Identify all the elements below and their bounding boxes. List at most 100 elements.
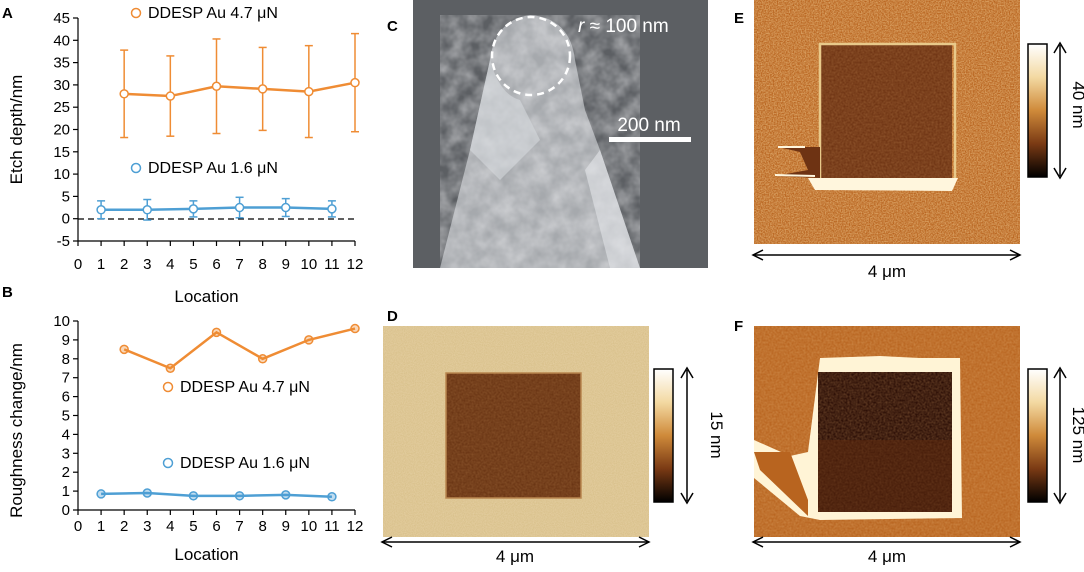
y-tick-label: -5	[57, 233, 70, 250]
colorbar-e	[1027, 43, 1048, 178]
data-point	[165, 363, 176, 373]
data-point	[257, 354, 268, 364]
width-label-f: 4 μm	[868, 547, 906, 566]
x-tick-label: 6	[212, 256, 220, 273]
x-tick-label: 1	[97, 256, 105, 273]
x-tick-label: 9	[282, 256, 290, 273]
legend-marker	[162, 381, 174, 393]
data-point	[119, 344, 129, 355]
y-tick-label: 0	[62, 502, 70, 519]
x-tick-label: 11	[324, 518, 340, 535]
x-tick-label: 7	[235, 518, 243, 535]
tip-radius-label: r ≈ 100 nm	[578, 16, 669, 37]
tip-radius-circle	[490, 15, 572, 97]
y-axis-title: Roughness change/nm	[7, 343, 26, 518]
data-point	[327, 204, 337, 214]
y-tick-label: 20	[53, 122, 70, 139]
x-tick-label: 3	[143, 518, 151, 535]
x-tick-label: 12	[347, 518, 364, 535]
data-point	[304, 335, 314, 345]
y-tick-label: 10	[53, 313, 70, 330]
series-line	[101, 491, 332, 499]
x-tick-label: 2	[120, 256, 128, 273]
y-axis-title: Etch depth/nm	[7, 75, 26, 185]
x-tick-label: 0	[74, 256, 82, 273]
sem-scalebar-label: 200 nm	[617, 115, 680, 136]
colorbar-f	[1027, 368, 1048, 503]
x-tick-label: 5	[189, 256, 197, 273]
panel-label-e: E	[734, 10, 744, 27]
legend-marker	[162, 457, 174, 469]
x-axis-title: Location	[174, 287, 238, 306]
colorbar-d-label: 15 nm	[707, 411, 726, 458]
x-tick-label: 4	[166, 256, 174, 273]
data-point	[96, 489, 106, 499]
y-tick-label: 5	[62, 408, 70, 425]
x-tick-label: 7	[235, 256, 243, 273]
x-tick-label: 4	[166, 518, 174, 535]
data-point	[142, 205, 152, 215]
sem-scalebar	[609, 137, 691, 142]
data-point	[281, 490, 291, 500]
x-tick-label: 8	[258, 256, 266, 273]
panel-label-c: C	[387, 18, 398, 35]
x-tick-label: 9	[282, 518, 290, 535]
panel-label-f: F	[734, 318, 743, 335]
y-tick-label: 25	[53, 99, 70, 116]
data-point	[188, 204, 199, 214]
x-tick-label: 5	[189, 518, 197, 535]
y-tick-label: 5	[62, 188, 70, 205]
width-label-d: 4 μm	[496, 547, 534, 566]
x-tick-label: 10	[300, 256, 317, 273]
y-tick-label: 4	[62, 426, 70, 443]
legend-label: DDESP Au 4.7 μN	[180, 379, 310, 396]
y-tick-label: 9	[62, 332, 70, 349]
data-point	[257, 84, 268, 94]
series-line	[101, 206, 332, 212]
y-tick-label: 45	[53, 10, 70, 27]
x-tick-label: 8	[258, 518, 266, 535]
afm-image-f: 125 nm 4 μm	[751, 326, 1084, 566]
afm-image-e: 40 nm 4 μm	[751, 0, 1084, 281]
series-line	[124, 81, 356, 98]
width-label-e: 4 μm	[868, 262, 906, 281]
y-tick-label: 8	[62, 351, 70, 368]
y-tick-label: 6	[62, 389, 70, 406]
data-point	[165, 91, 176, 101]
y-tick-label: 0	[62, 211, 70, 228]
legend-marker	[130, 162, 142, 174]
y-tick-label: 30	[53, 77, 70, 94]
x-tick-label: 0	[74, 518, 82, 535]
x-axis-title: Location	[174, 545, 238, 564]
legend-label: DDESP Au 1.6 μN	[180, 455, 310, 472]
legend-label: DDESP Au 1.6 μN	[148, 160, 278, 177]
y-tick-label: 35	[53, 55, 70, 72]
y-tick-label: 7	[62, 370, 70, 387]
y-tick-label: 2	[62, 464, 70, 481]
x-tick-label: 1	[97, 518, 105, 535]
legend-marker	[130, 7, 142, 19]
afm-image-d: 15 nm 4 μm	[380, 326, 726, 566]
panel-label-d: D	[387, 308, 398, 325]
data-point	[281, 202, 291, 213]
data-point	[234, 202, 245, 213]
x-tick-label: 10	[300, 518, 317, 535]
x-tick-label: 2	[120, 518, 128, 535]
data-point	[304, 86, 314, 97]
colorbar-d	[653, 368, 674, 503]
x-tick-label: 6	[212, 518, 220, 535]
series-orange: DDESP Au 4.7 μN	[119, 323, 360, 396]
y-tick-label: 3	[62, 445, 70, 462]
legend-label: DDESP Au 4.7 μN	[148, 5, 278, 22]
data-point	[211, 81, 222, 91]
x-tick-label: 11	[324, 256, 340, 273]
y-tick-label: 15	[53, 144, 70, 161]
data-point	[188, 491, 199, 501]
y-tick-label: 1	[62, 483, 70, 500]
data-point	[211, 327, 222, 338]
series-orange: DDESP Au 4.7 μN	[119, 5, 360, 139]
colorbar-f-label: 125 nm	[1069, 407, 1084, 464]
